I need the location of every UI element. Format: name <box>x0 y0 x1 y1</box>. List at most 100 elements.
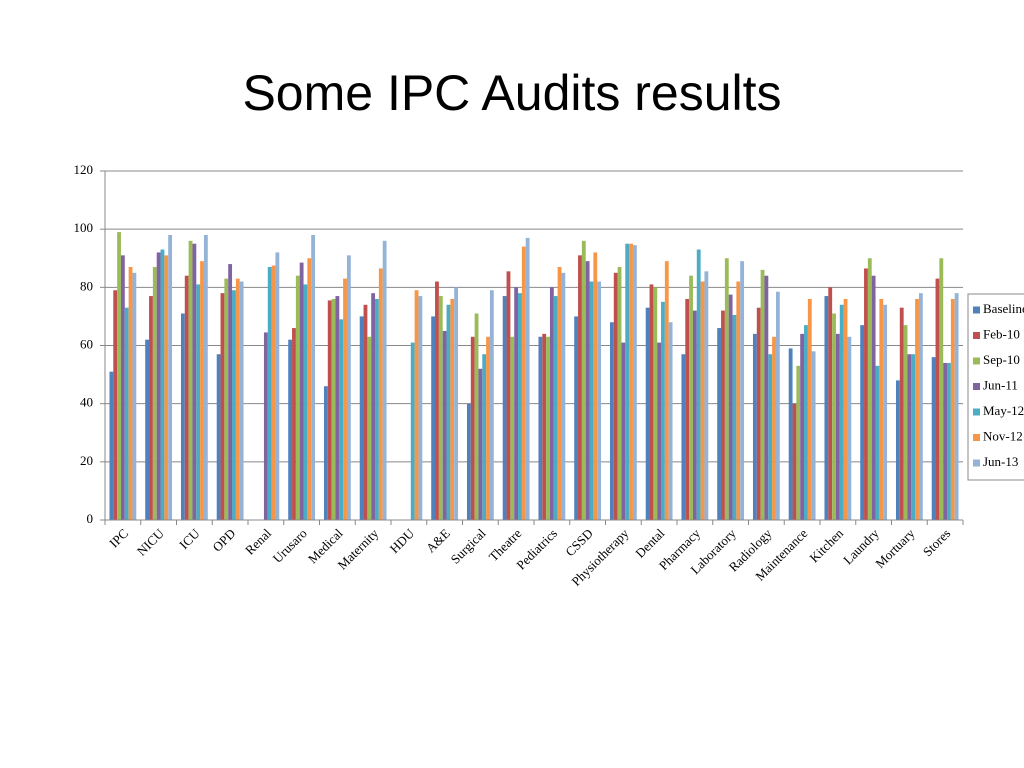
bar <box>435 281 439 520</box>
bar <box>152 266 157 520</box>
bar <box>796 365 801 520</box>
bar <box>685 298 690 520</box>
legend: Baseline Feb-10 Sep-10 Jun-11 May-12 Nov-12 Ju… <box>967 293 1024 481</box>
bar <box>271 265 276 520</box>
bar <box>553 296 558 520</box>
x-tick-label: HDU <box>387 525 418 556</box>
bar <box>613 272 618 520</box>
bar <box>875 365 880 520</box>
bar <box>375 298 379 520</box>
bar <box>549 287 554 520</box>
bar <box>943 362 948 520</box>
bar <box>117 232 121 520</box>
bar <box>864 268 868 520</box>
bar <box>632 245 637 520</box>
bar <box>589 281 594 520</box>
bar <box>621 342 626 520</box>
bar <box>109 371 114 520</box>
bar <box>629 243 633 521</box>
bar <box>609 322 614 520</box>
bar <box>450 298 455 520</box>
bar <box>232 290 236 520</box>
bar <box>525 237 530 520</box>
bar <box>883 304 888 520</box>
bar <box>339 319 344 520</box>
bar <box>752 333 757 520</box>
x-tick-label: Mortuary <box>872 525 918 571</box>
bar <box>574 316 579 520</box>
bar <box>486 336 490 520</box>
legend-label: Nov-12 <box>983 428 1023 443</box>
bar <box>839 304 844 520</box>
bar <box>931 357 936 520</box>
x-tick-label: Urusaro <box>270 526 310 566</box>
legend-swatch <box>973 383 980 390</box>
bar <box>160 249 165 520</box>
bar <box>788 348 793 520</box>
legend-label: Feb-10 <box>983 326 1020 341</box>
bar <box>466 403 471 520</box>
legend-swatch <box>973 459 980 467</box>
bar <box>772 336 776 520</box>
bar <box>717 328 722 520</box>
bar <box>645 307 650 520</box>
x-tick-label: Surgical <box>448 525 489 566</box>
bar <box>482 354 487 520</box>
bar <box>692 310 697 520</box>
y-tick-label: 80 <box>80 278 93 293</box>
bar <box>828 287 833 520</box>
bar <box>132 272 137 520</box>
bar <box>307 258 312 520</box>
bar <box>367 336 372 520</box>
legend-label: May-12 <box>983 403 1024 418</box>
bar <box>263 332 268 520</box>
bar <box>192 243 197 521</box>
bar <box>764 275 769 520</box>
x-tick-label: Stores <box>920 526 954 560</box>
bar <box>168 234 173 520</box>
bar <box>911 354 916 520</box>
bar <box>947 362 951 520</box>
bar <box>617 266 622 520</box>
legend-swatch <box>973 434 980 441</box>
bar <box>689 275 693 520</box>
bar <box>378 268 383 520</box>
bar <box>346 255 351 520</box>
bar <box>557 266 562 520</box>
bar <box>363 304 368 520</box>
bar <box>561 272 566 520</box>
bar <box>800 333 805 520</box>
bar <box>470 336 475 520</box>
bar <box>510 336 515 520</box>
bar <box>736 281 741 520</box>
bar <box>899 307 904 520</box>
bar <box>156 252 161 520</box>
bar <box>220 293 225 520</box>
y-tick-label: 120 <box>74 162 94 177</box>
bar <box>228 264 233 520</box>
bar <box>438 296 443 520</box>
bar <box>704 271 709 520</box>
bar <box>371 293 376 520</box>
bar <box>216 354 221 520</box>
bar <box>728 294 733 520</box>
bar <box>804 325 808 520</box>
bar <box>832 313 836 520</box>
bar <box>649 284 654 520</box>
bar <box>418 296 423 520</box>
legend-swatch <box>973 332 980 339</box>
y-tick-label: 60 <box>80 336 93 351</box>
bar <box>224 278 229 520</box>
bar <box>343 278 347 520</box>
bar <box>292 328 296 520</box>
bar <box>518 293 522 520</box>
bar <box>478 368 483 520</box>
bar <box>288 339 293 520</box>
x-tick-label: CSSD <box>562 526 596 560</box>
legend-swatch <box>973 408 980 416</box>
bar <box>442 330 447 520</box>
bar <box>331 298 336 520</box>
bar <box>907 354 912 520</box>
bar <box>760 269 765 520</box>
